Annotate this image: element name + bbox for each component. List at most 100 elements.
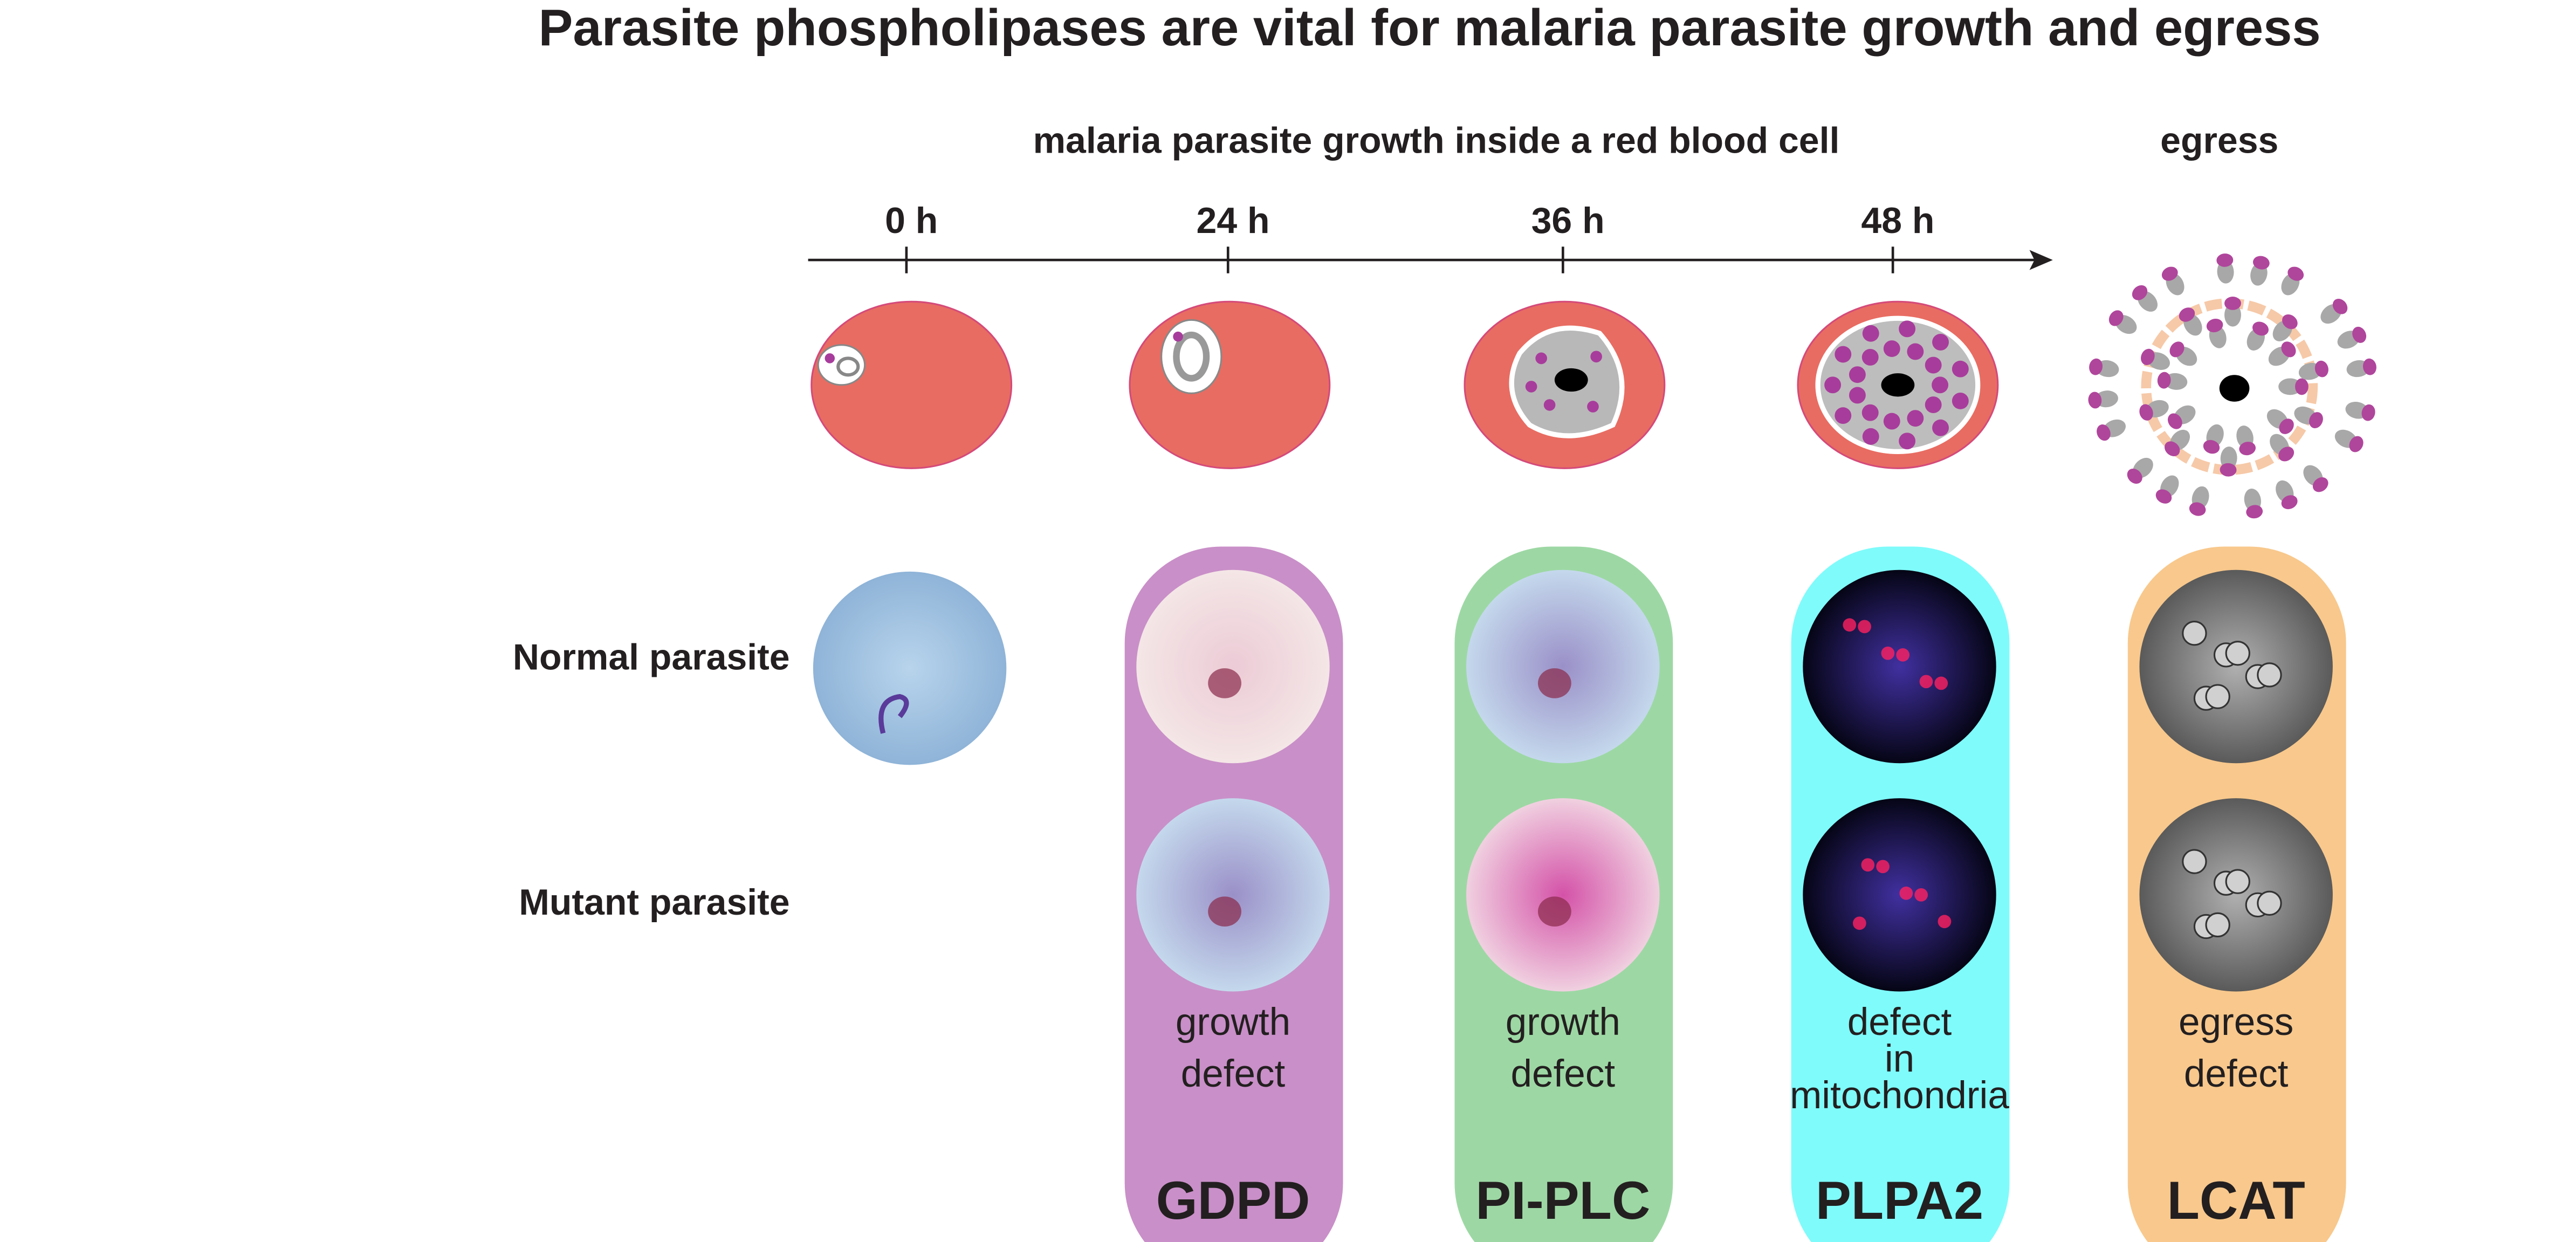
merozoite-cap: [2139, 404, 2153, 421]
merozoite: [2298, 360, 2328, 380]
merozoite-cap: [2314, 360, 2328, 378]
time-label: 0 h: [885, 200, 938, 241]
merozoite-image: [2205, 912, 2230, 938]
merozoite: [2155, 475, 2179, 504]
fluorescence: [1938, 915, 1952, 929]
parasite-core: [836, 356, 860, 377]
fluorescence: [1852, 916, 1866, 930]
merozoite-cap: [2224, 297, 2241, 310]
merozoite: [2247, 321, 2269, 351]
nucleus: [1587, 401, 1599, 413]
merozoite-cap: [2239, 442, 2256, 456]
merozoite-cap: [2281, 341, 2296, 358]
merozoite: [2089, 358, 2119, 378]
merozoite: [2334, 429, 2364, 452]
merozoite-cap: [2252, 321, 2269, 336]
fluorescence: [1843, 618, 1857, 632]
panel-caption: egress: [2179, 1001, 2293, 1044]
merozoite: [2224, 297, 2241, 327]
merozoite-cap: [2281, 495, 2298, 510]
fluorescence: [1861, 858, 1875, 872]
panel-caption: mitochondria: [1790, 1074, 2009, 1117]
merozoite-body: [2224, 303, 2241, 327]
merozoite: [2216, 253, 2234, 284]
fluorescence: [1914, 888, 1928, 902]
merozoite-cap: [2169, 341, 2185, 358]
merozoite: [2278, 378, 2309, 395]
merozoite: [2169, 341, 2197, 366]
merozoite: [2189, 486, 2209, 516]
merozoite: [1849, 366, 1866, 383]
time-label: 48 h: [1861, 200, 1934, 241]
merozoite: [2303, 465, 2328, 492]
panel-caption: in: [1885, 1038, 1914, 1080]
merozoite: [2141, 348, 2170, 370]
merozoite: [2097, 419, 2126, 441]
merozoite-cap: [2352, 326, 2367, 343]
merozoite: [1907, 343, 1924, 360]
merozoite-body: [2278, 378, 2302, 395]
merozoite: [2139, 400, 2169, 421]
enzyme-name: LCAT: [2167, 1170, 2305, 1230]
merozoite-cap: [2279, 418, 2294, 434]
pigment: [1554, 368, 1588, 392]
merozoite-cap: [2179, 307, 2195, 322]
merozoite: [2206, 318, 2227, 348]
fluorescence: [1934, 676, 1948, 690]
merozoite: [2161, 266, 2185, 296]
merozoite-cap: [2203, 440, 2220, 454]
merozoite: [1883, 413, 1900, 430]
merozoite: [1907, 410, 1924, 427]
merozoite: [1932, 419, 1949, 436]
merozoite-cap: [2108, 310, 2124, 326]
merozoite: [2088, 390, 2118, 409]
merozoite-cap: [2189, 502, 2206, 516]
nucleus: [1543, 399, 1556, 411]
merozoite: [2276, 480, 2298, 510]
micrograph: [1803, 569, 1996, 764]
parasite-core: [1173, 331, 1210, 382]
merozoite: [2250, 256, 2270, 286]
fluorescence: [1899, 886, 1913, 900]
merozoite: [2168, 405, 2196, 429]
merozoite: [1952, 392, 1969, 409]
fluorescence: [1876, 860, 1890, 874]
merozoite-image: [2182, 849, 2207, 874]
merozoite-cap: [2295, 378, 2309, 395]
merozoite: [2132, 285, 2158, 312]
red-blood-cell: [1129, 300, 1331, 469]
pigment: [1881, 373, 1915, 397]
merozoite-cap: [2216, 253, 2234, 267]
merozoite: [2179, 307, 2202, 336]
merozoite: [1861, 348, 1879, 366]
enzyme-name: PLPA2: [1816, 1170, 1983, 1230]
merozoite: [1899, 433, 1916, 450]
merozoite-image: [2225, 641, 2250, 666]
timeline-label: malaria parasite growth inside a red blo…: [1033, 120, 1840, 161]
merozoite-image: [2257, 890, 2282, 916]
merozoite-image: [2205, 684, 2230, 709]
merozoite: [2345, 401, 2375, 421]
merozoite: [1883, 340, 1900, 357]
merozoite-cap: [2312, 477, 2328, 492]
time-label: 24 h: [1197, 200, 1270, 241]
merozoite: [2320, 298, 2348, 324]
merozoite-image: [2225, 869, 2250, 894]
merozoite: [2157, 372, 2188, 390]
merozoite-cap: [2206, 318, 2223, 333]
panel-caption: defect: [1847, 1001, 1952, 1044]
fluorescence: [1881, 646, 1895, 660]
merozoite-cap: [2349, 436, 2364, 452]
parasite-ring: [878, 694, 909, 734]
parasite: [1537, 896, 1571, 927]
merozoite-cap: [2097, 424, 2111, 441]
micrograph: [1136, 569, 1330, 764]
micrograph: [1803, 798, 1996, 992]
pigment: [2219, 375, 2250, 402]
merozoite: [2220, 446, 2237, 477]
normal-micrograph: [813, 571, 1007, 765]
merozoite-cap: [2141, 348, 2155, 365]
row-label: Normal parasite: [513, 637, 790, 678]
